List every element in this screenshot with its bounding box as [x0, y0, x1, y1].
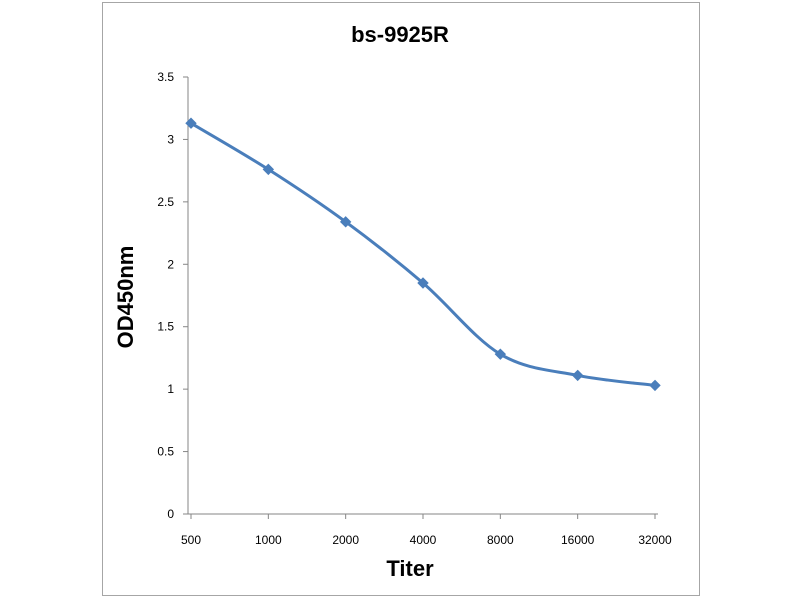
x-tick-label: 4000	[410, 533, 437, 547]
data-point-marker	[262, 163, 275, 176]
y-tick-label: 1	[167, 382, 174, 396]
y-tick-label: 2.5	[157, 195, 174, 209]
x-axis-title: Titer	[386, 556, 434, 581]
axes	[187, 77, 658, 515]
data-point-marker	[417, 277, 429, 289]
y-axis-title: OD450nm	[113, 246, 138, 349]
y-tick-labels: 0 0.5 1 1.5 2 2.5 3 3.5	[157, 70, 188, 521]
data-point-marker	[339, 216, 352, 228]
data-point-marker	[571, 369, 584, 382]
y-tick-label: 1.5	[157, 320, 174, 334]
y-tick-label: 3.5	[157, 70, 174, 84]
x-tick-label: 32000	[638, 533, 672, 547]
data-point-marker	[185, 117, 197, 129]
x-tick-label: 500	[181, 533, 201, 547]
x-tick-label: 16000	[561, 533, 595, 547]
series-layer	[185, 117, 661, 392]
chart-title: bs-9925R	[351, 22, 449, 47]
y-tick-label: 2	[167, 257, 174, 271]
x-tick-label: 2000	[332, 533, 359, 547]
x-tick-labels: 500 1000 2000 4000 8000 16000 32000	[181, 514, 672, 547]
y-tick-label: 0	[167, 507, 174, 521]
x-tick-label: 1000	[255, 533, 282, 547]
data-point-marker	[649, 379, 661, 392]
x-tick-label: 8000	[487, 533, 514, 547]
data-point-marker	[494, 348, 507, 360]
chart-frame	[102, 2, 700, 596]
y-tick-label: 0.5	[157, 445, 174, 459]
y-tick-label: 3	[167, 132, 174, 146]
series-line	[189, 121, 657, 387]
